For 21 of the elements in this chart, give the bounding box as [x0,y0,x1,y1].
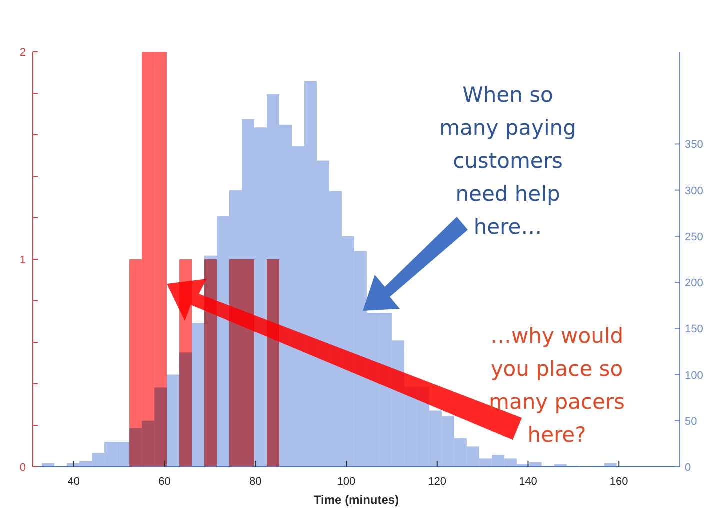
y2-tick-label: 250 [685,231,704,244]
annotation: When so many paying customers need help here… [440,83,576,239]
x-axis-title: Time (minutes) [314,493,400,507]
y-tick-label: 1 [20,254,26,266]
x-tick-label: 40 [68,476,80,488]
y2-tick-label: 350 [685,139,704,152]
y-tick-label: 2 [20,47,26,59]
x-tick-label: 80 [250,476,262,488]
y-tick-label: 0 [20,462,26,474]
x-tick-label: 100 [337,476,356,488]
y2-tick-label: 0 [685,462,692,474]
annotation: …why would you place so many pacers here? [489,324,625,447]
y2-tick-label: 200 [685,278,704,290]
x-tick-label: 120 [428,476,447,488]
y2-tick-label: 300 [685,185,704,198]
x-tick-label: 140 [519,476,538,488]
x-tick-label: 160 [610,476,628,488]
y2-tick-label: 100 [685,370,704,382]
y2-tick-label: 50 [685,416,698,428]
x-tick-label: 60 [158,476,171,488]
y2-tick-label: 150 [685,324,704,336]
